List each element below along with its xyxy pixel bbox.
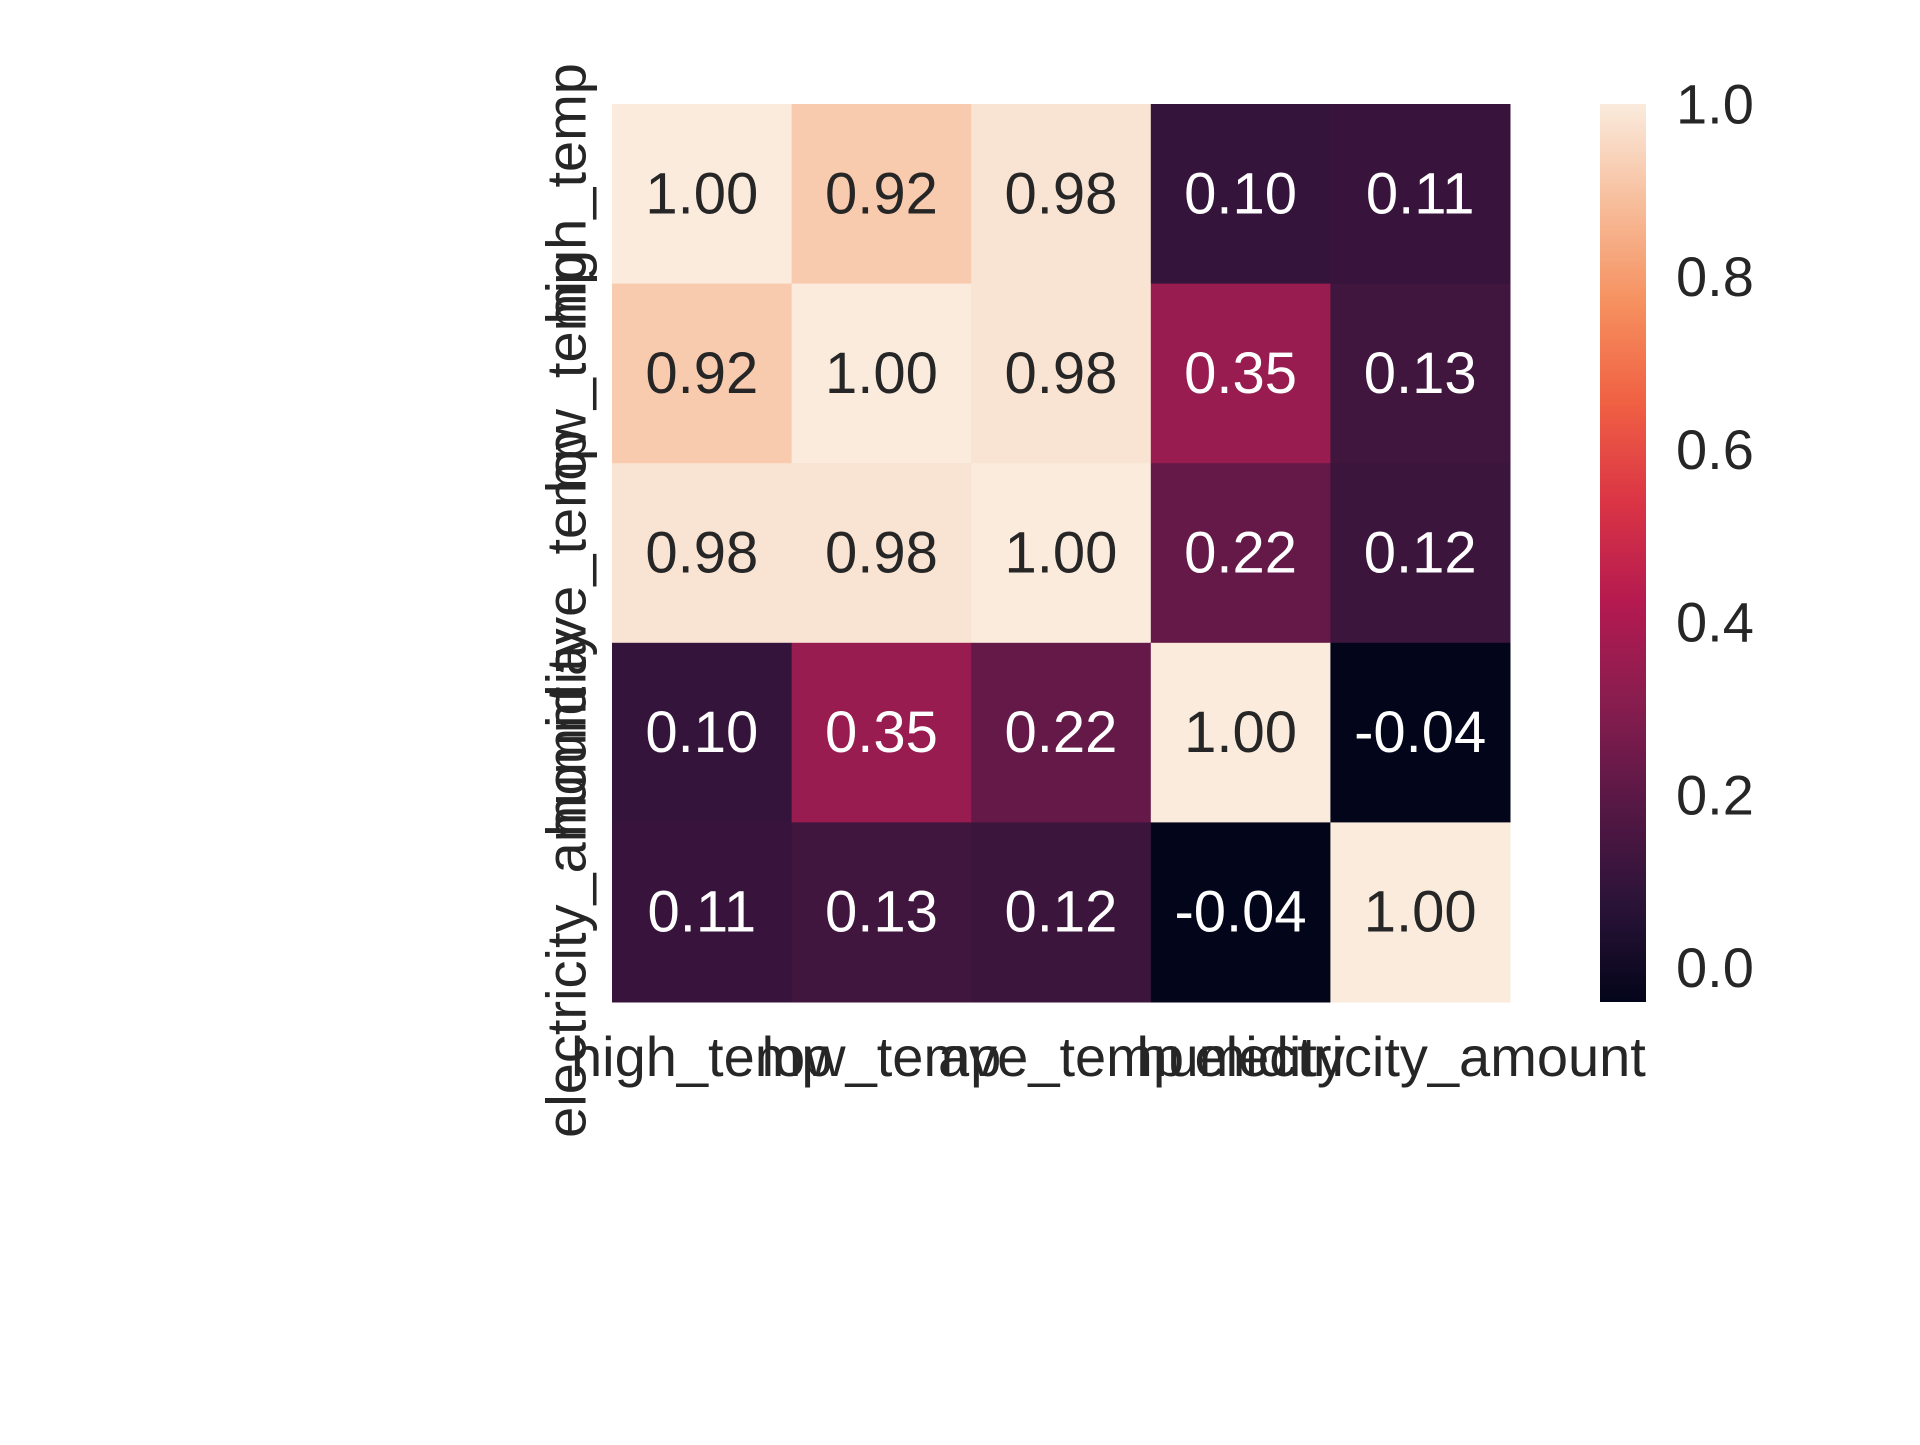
- cell-annotation-humidity-electricity_amount: -0.04: [1354, 700, 1486, 765]
- cell-annotation-electricity_amount-ave_temp: 0.12: [1005, 880, 1118, 945]
- heatmap-cell-electricity_amount-electricity_amount: [1330, 822, 1511, 1003]
- heatmap-cell-high_temp-low_temp: [791, 104, 972, 285]
- heatmap-cell-low_temp-low_temp: [791, 283, 972, 464]
- heatmap-cell-humidity-humidity: [1150, 642, 1331, 823]
- heatmap-cell-electricity_amount-low_temp: [791, 822, 972, 1003]
- x-tick-label-high_temp: high_temp: [571, 1025, 833, 1088]
- colorbar-tick-label-0.6: 0.6: [1676, 418, 1754, 481]
- colorbar-tick-label-0.4: 0.4: [1676, 591, 1754, 654]
- y-tick-label-humidity: humidity: [535, 628, 598, 837]
- cell-annotation-ave_temp-low_temp: 0.98: [825, 521, 938, 586]
- x-tick-label-ave_temp: ave_temp: [938, 1025, 1184, 1088]
- heatmap-cell-electricity_amount-high_temp: [612, 822, 793, 1003]
- cell-annotation-low_temp-ave_temp: 0.98: [1005, 341, 1118, 406]
- y-tick-label-ave_temp: ave_temp: [535, 430, 598, 676]
- y-tick-label-electricity_amount: electricity_amount: [535, 686, 598, 1138]
- heatmap-cell-low_temp-high_temp: [612, 283, 793, 464]
- cell-annotation-ave_temp-ave_temp: 1.00: [1005, 521, 1118, 586]
- heatmap-cell-electricity_amount-ave_temp: [971, 822, 1152, 1003]
- heatmap-cell-humidity-low_temp: [791, 642, 972, 823]
- heatmap-cell-ave_temp-humidity: [1150, 463, 1331, 644]
- heatmap-cell-humidity-high_temp: [612, 642, 793, 823]
- heatmap-cell-low_temp-electricity_amount: [1330, 283, 1511, 464]
- colorbar-tick-label-1.0: 1.0: [1676, 73, 1754, 136]
- y-axis-tick-labels: high_templow_tempave_temphumidityelectri…: [535, 63, 598, 1138]
- cell-annotation-ave_temp-electricity_amount: 0.12: [1364, 521, 1477, 586]
- x-tick-label-electricity_amount: electricity_amount: [1195, 1025, 1647, 1088]
- heatmap-cell-humidity-ave_temp: [971, 642, 1152, 823]
- heatmap-cell-ave_temp-low_temp: [791, 463, 972, 644]
- heatmap-cell-low_temp-ave_temp: [971, 283, 1152, 464]
- cell-annotation-ave_temp-high_temp: 0.98: [645, 521, 758, 586]
- cell-annotation-high_temp-high_temp: 1.00: [645, 161, 758, 226]
- heatmap-cells: [612, 104, 1511, 1003]
- cell-annotation-electricity_amount-high_temp: 0.11: [648, 880, 757, 945]
- cell-annotation-electricity_amount-electricity_amount: 1.00: [1364, 880, 1477, 945]
- cell-annotation-low_temp-humidity: 0.35: [1184, 341, 1297, 406]
- heatmap-cell-low_temp-humidity: [1150, 283, 1331, 464]
- cell-annotation-electricity_amount-humidity: -0.04: [1174, 880, 1306, 945]
- heatmap-cell-ave_temp-electricity_amount: [1330, 463, 1511, 644]
- x-axis-tick-labels: high_templow_tempave_temphumidityelectri…: [571, 1025, 1646, 1088]
- cell-annotation-high_temp-low_temp: 0.92: [825, 161, 938, 226]
- heatmap-cell-humidity-electricity_amount: [1330, 642, 1511, 823]
- heatmap-cell-high_temp-ave_temp: [971, 104, 1152, 285]
- colorbar-tick-label-0.2: 0.2: [1676, 763, 1754, 826]
- y-tick-label-high_temp: high_temp: [535, 63, 598, 325]
- cell-annotation-low_temp-high_temp: 0.92: [645, 341, 758, 406]
- y-tick-label-low_temp: low_temp: [535, 254, 598, 494]
- cell-annotation-low_temp-low_temp: 1.00: [825, 341, 938, 406]
- heatmap-cell-ave_temp-high_temp: [612, 463, 793, 644]
- cell-annotation-humidity-ave_temp: 0.22: [1005, 700, 1118, 765]
- colorbar-tick-labels: 0.0 0.2 0.4 0.6 0.8 1.0: [1676, 73, 1754, 999]
- heatmap-cell-high_temp-high_temp: [612, 104, 793, 285]
- x-tick-label-low_temp: low_temp: [762, 1025, 1002, 1088]
- cell-annotation-humidity-high_temp: 0.10: [645, 700, 758, 765]
- cell-annotation-electricity_amount-low_temp: 0.13: [825, 880, 938, 945]
- cell-annotation-low_temp-electricity_amount: 0.13: [1364, 341, 1477, 406]
- colorbar-tick-label-0.8: 0.8: [1676, 245, 1754, 308]
- cell-annotation-humidity-humidity: 1.00: [1184, 700, 1297, 765]
- heatmap-cell-high_temp-electricity_amount: [1330, 104, 1511, 285]
- cell-annotation-high_temp-ave_temp: 0.98: [1005, 161, 1118, 226]
- cell-annotation-high_temp-electricity_amount: 0.11: [1366, 161, 1475, 226]
- cell-annotation-ave_temp-humidity: 0.22: [1184, 521, 1297, 586]
- cell-annotation-high_temp-humidity: 0.10: [1184, 161, 1297, 226]
- heatmap-cell-ave_temp-ave_temp: [971, 463, 1152, 644]
- heatmap-cell-high_temp-humidity: [1150, 104, 1331, 285]
- colorbar: [1600, 104, 1646, 1002]
- x-tick-label-humidity: humidity: [1136, 1025, 1345, 1088]
- cell-annotations: 1.00 0.92 0.98 0.10 0.11 0.92 1.00 0.98 0.35 0.13…: [645, 161, 1486, 944]
- colorbar-tick-label-0.0: 0.0: [1676, 936, 1754, 999]
- cell-annotation-humidity-low_temp: 0.35: [825, 700, 938, 765]
- heatmap-cell-electricity_amount-humidity: [1150, 822, 1331, 1003]
